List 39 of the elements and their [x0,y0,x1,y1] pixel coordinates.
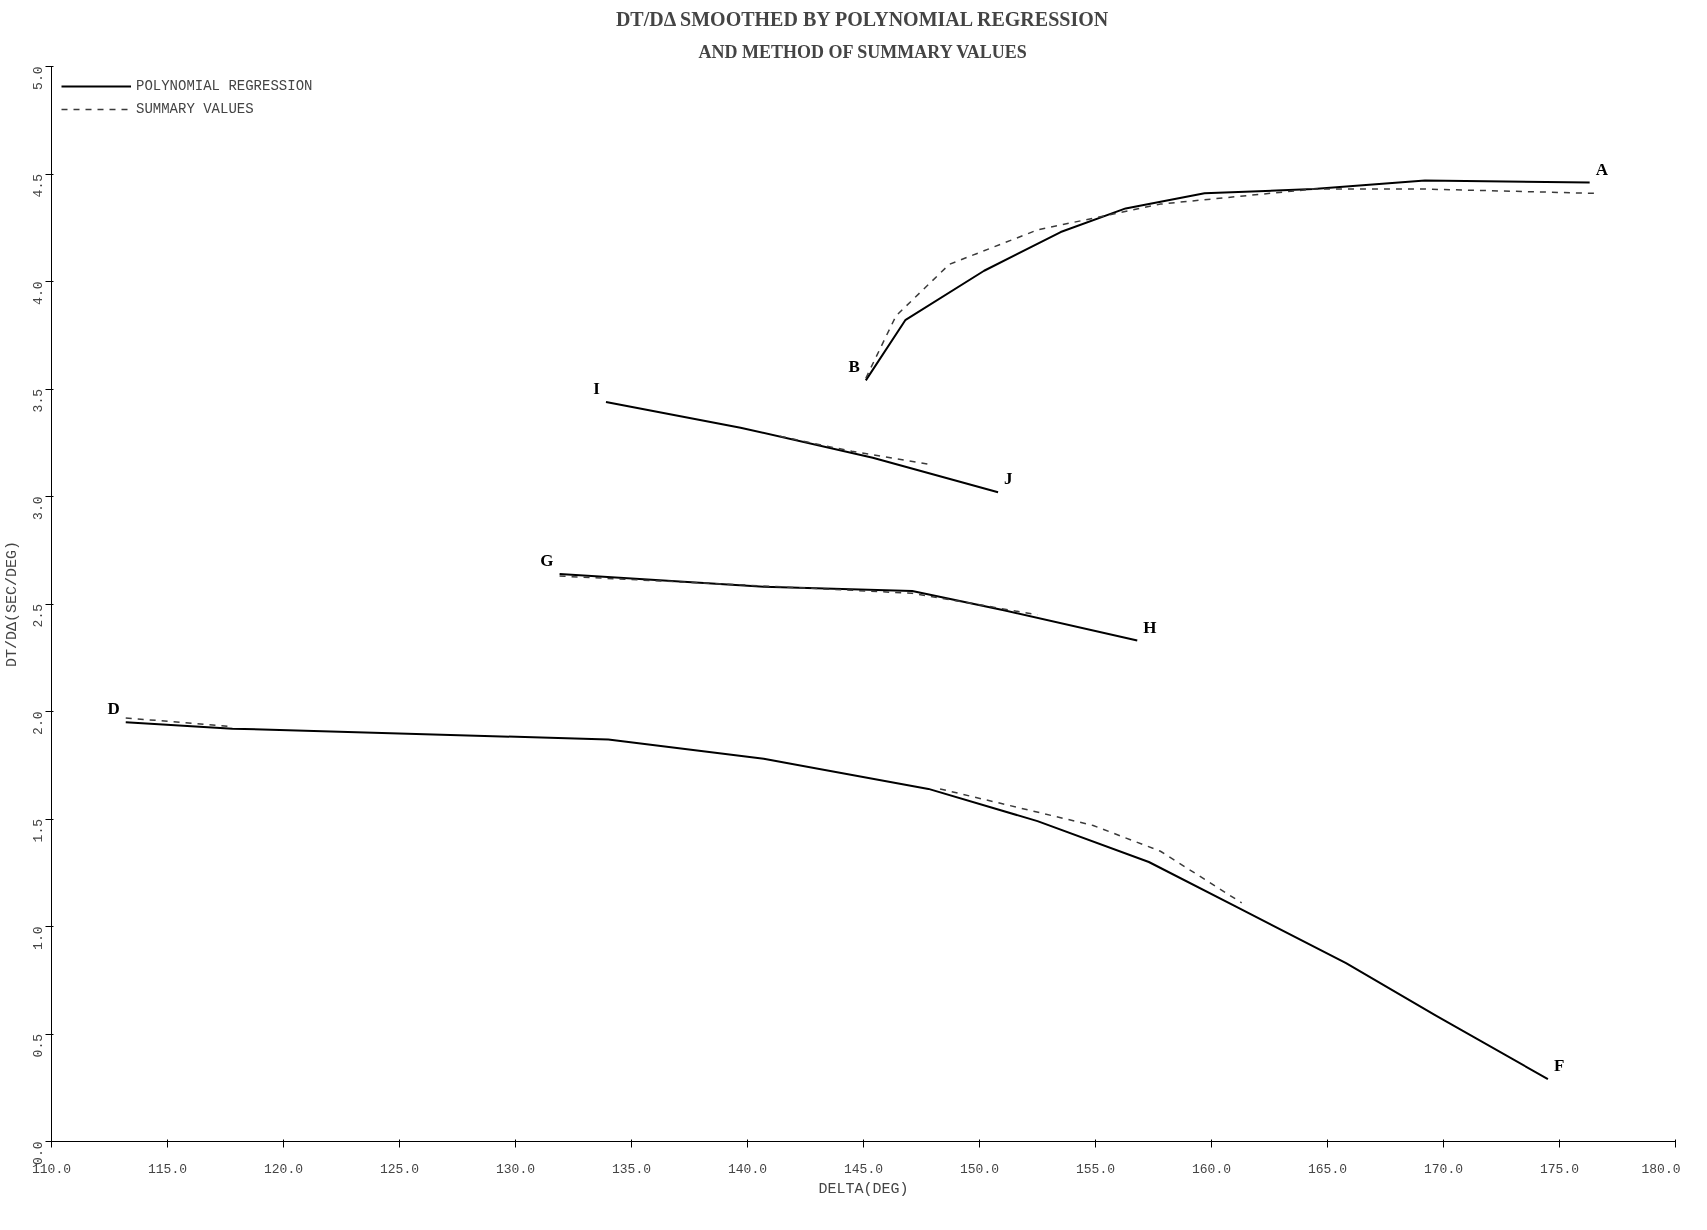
x-tick-label: 175.0 [1540,1161,1580,1177]
y-tick-label: 5.0 [31,66,46,90]
y-tick-label: 1.5 [31,819,46,843]
y-tick-label: 0.0 [31,1141,46,1165]
x-tick-label: 135.0 [612,1161,652,1177]
x-tick-label: 130.0 [496,1161,536,1177]
annotation: J [1004,469,1014,489]
x-tick-label: 125.0 [380,1161,420,1177]
x-tick-label: 140.0 [728,1161,768,1177]
annotation: F [1553,1056,1565,1076]
legend-label: SUMMARY VALUES [136,101,254,117]
y-tick-label: 0.5 [31,1034,46,1058]
x-tick-label: 160.0 [1192,1161,1232,1177]
x-tick-label: 155.0 [1076,1161,1116,1177]
x-tick-label: 150.0 [960,1161,1000,1177]
y-tick-label: 2.5 [31,604,46,628]
y-tick-label: 3.0 [31,496,46,520]
annotation: D [107,699,120,719]
x-tick-label: 115.0 [148,1161,188,1177]
y-tick-label: 4.0 [31,281,46,305]
y-tick-label: 3.5 [31,389,46,413]
y-tick-label: 1.0 [31,926,46,950]
annotation: B [848,357,860,377]
annotation: A [1595,159,1609,179]
annotation: I [593,378,601,398]
x-tick-label: 180.0 [1641,1161,1681,1177]
y-tick-label: 2.0 [31,711,46,735]
x-tick-label: 145.0 [844,1161,884,1177]
annotation: H [1143,617,1157,637]
annotation: G [540,550,554,570]
y-tick-label: 4.5 [31,174,46,198]
y-axis-title: DT/DΔ(SEC/DEG) [3,540,21,668]
x-tick-label: 165.0 [1308,1161,1348,1177]
x-tick-label: 120.0 [264,1161,304,1177]
x-tick-label: 170.0 [1424,1161,1464,1177]
x-axis-title: DELTA(DEG) [818,1180,909,1198]
legend-label: POLYNOMIAL REGRESSION [136,78,313,94]
chart-title: DT/DΔ SMOOTHED BY POLYNOMIAL REGRESSION [615,7,1109,30]
chart-subtitle: AND METHOD OF SUMMARY VALUES [698,41,1027,62]
